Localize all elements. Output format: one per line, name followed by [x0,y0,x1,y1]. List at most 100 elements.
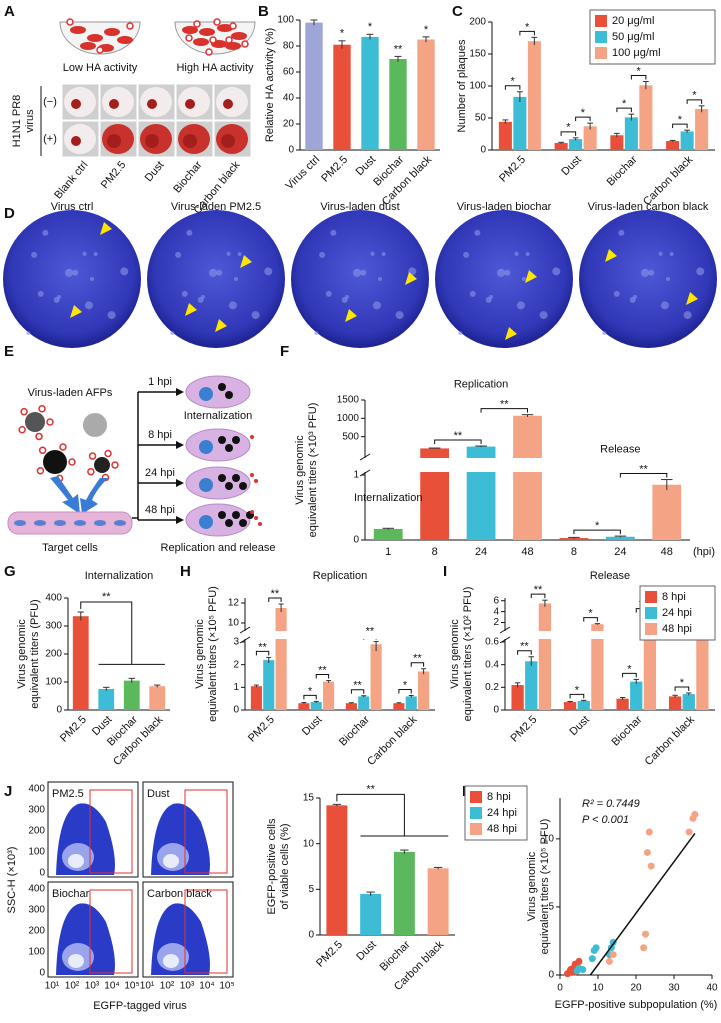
y-axis-label: of viable cells (%) [279,823,291,909]
virus [66,18,74,26]
nucleus [54,520,66,526]
point [643,848,651,856]
plaque [522,277,526,281]
plaque [330,229,337,236]
bar [310,702,322,710]
bracket [504,85,521,90]
plaque [504,269,511,276]
plaque [633,294,638,299]
bar [393,703,405,710]
y-tick-label: 200 [45,649,62,660]
time-label: 8 hpi [148,429,172,441]
break-mark [499,626,511,634]
virus [96,46,104,54]
y-tick-label: 500 [342,431,359,442]
axis-break [246,631,436,639]
bar [527,41,541,151]
significance: ** [639,463,648,475]
bar [577,700,590,710]
y-tick-label: 10 [228,618,240,629]
plaque [314,330,319,335]
x-tick-label: 10¹ [140,981,155,992]
plate-title: Virus-laden PM2.5 [171,201,261,213]
y-axis-label: Virus genomic [526,851,538,921]
cell-layer [7,511,133,535]
annotation: R² = 0.7449 [582,798,640,810]
particle [25,412,45,432]
y-axis-label: EGFP-positive cells [266,818,278,914]
y-axis-label: Virus genomic [294,435,306,505]
plaque [228,301,237,310]
point [645,828,653,836]
virus [250,510,254,514]
bracket [619,473,668,478]
x-tick-label: 0 [557,983,563,994]
x-tick-label: 10 [592,983,604,994]
chart-title: Internalization [85,570,154,582]
significance: * [680,677,685,689]
y-tick-label: 150 [469,49,486,60]
plaque [57,294,62,299]
y-axis-label: equivalent titers (×10⁵ PFU) [207,586,219,722]
bar [624,117,638,150]
significance: ** [258,641,267,653]
significance: * [424,24,429,36]
x-tick-label: Carbon black [643,713,698,768]
x-tick-label: Dust [354,154,378,178]
significance: * [403,679,408,691]
legend-label: 8 hpi [487,791,511,803]
break-mark [359,453,371,461]
x-tick-label: 10³ [180,981,195,992]
panel-label: E [4,343,14,360]
virus [205,48,213,56]
red-cell [70,26,86,34]
x-tick-label: 10⁴ [199,981,214,992]
plate [3,210,141,348]
y-tick-label: 6 [493,595,499,606]
y-tick-label: 200 [469,17,486,28]
bracket [398,688,412,694]
plaque [516,301,525,310]
bracket [350,689,365,694]
y-tick-label: 0 [353,535,359,546]
bar [591,624,604,710]
plaque [120,267,129,276]
nucleus [94,520,106,526]
virus [241,40,249,48]
bar [583,126,597,150]
legend-label: 50 μg/ml [612,31,654,43]
point [691,810,699,818]
bar [668,696,682,710]
plot-label: Dust [147,788,170,800]
y-tick-label: 2 [233,659,239,670]
chart-title: Replication [313,570,367,582]
axis-label: EGFP-tagged virus [93,1000,187,1012]
legend-label: 24 hpi [662,607,692,619]
virus [229,22,237,30]
nucleus [199,387,213,401]
bar [554,142,568,150]
arrowhead [176,479,184,487]
virus [258,522,262,526]
rbc-button [221,134,235,148]
plaque [237,252,242,257]
red-cell [199,28,215,36]
plate-title: Virus ctrl [51,201,94,213]
plaque [84,301,93,310]
y-tick-label: 0 [39,868,45,879]
significance: ** [394,43,403,55]
virus [254,479,258,483]
y-tick-label: 5 [308,884,314,895]
plaque [216,269,223,276]
particle [225,519,233,527]
legend-swatch [595,15,607,27]
red-cell [182,26,198,34]
significance: * [525,21,530,33]
bar [498,121,512,150]
arrowhead [686,292,698,305]
bracket [672,123,688,129]
legend-swatch [645,623,657,635]
red-cell [117,36,133,44]
y-tick-label: 300 [28,805,45,816]
particle [239,519,247,527]
